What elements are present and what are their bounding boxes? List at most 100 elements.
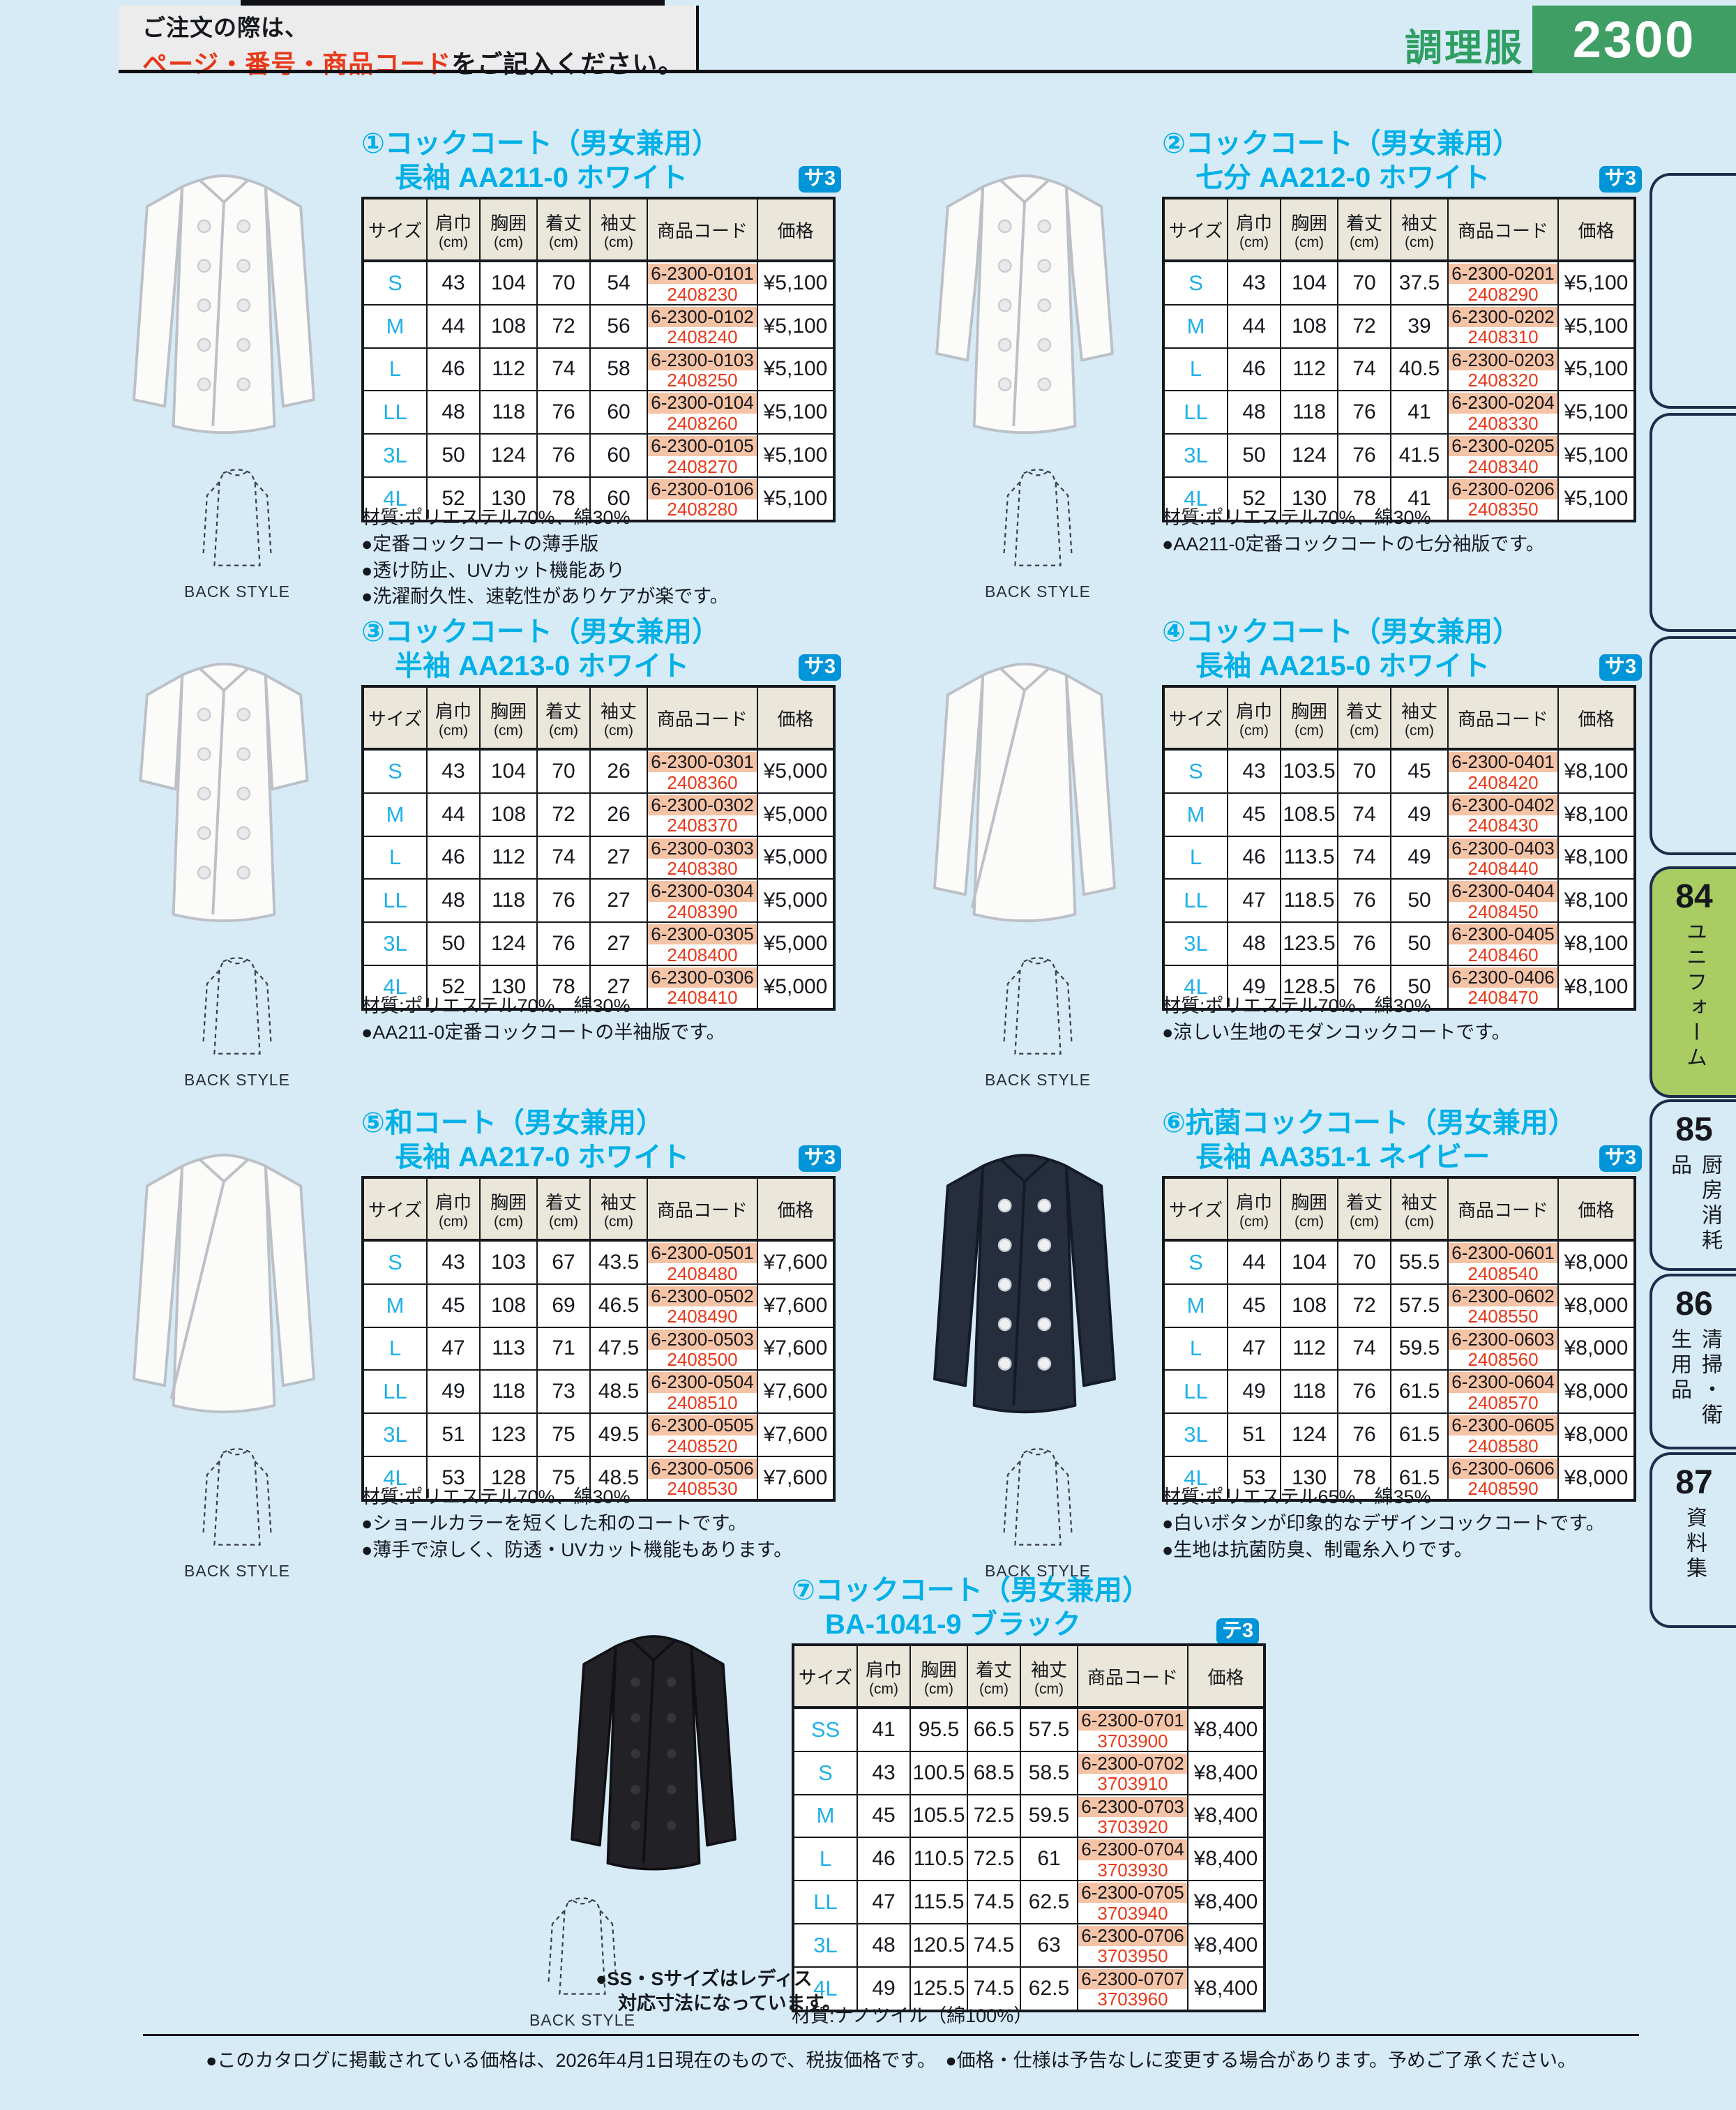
product-title-line1: ⑦コックコート（男女兼用）: [792, 1575, 1150, 1606]
sleeve-length-cell: 59.5: [1390, 1326, 1449, 1371]
shoulder-width-cell: 44: [426, 303, 481, 349]
back-style: BACK STYLE: [174, 944, 300, 1090]
item-code: 2408550: [1467, 1306, 1539, 1327]
column-header-unit: (cm): [549, 723, 578, 739]
size-row: LL 48 118 76 27 6-2300-0304 2408390 ¥5,000: [362, 878, 835, 924]
catalog-code: 6-2300-0205: [1449, 436, 1557, 457]
price-cell: ¥8,400: [1187, 1793, 1265, 1839]
shoulder-width-cell: 43: [856, 1750, 911, 1795]
table-header-row: サイズ 肩巾 (cm) 胸囲 (cm) 着丈 (cm) 袖丈 (cm) 商品コード 価格: [362, 197, 835, 262]
body-length-cell: 72.5: [967, 1793, 1021, 1839]
shoulder-width-cell: 45: [1227, 1283, 1281, 1328]
shoulder-width-cell: 45: [856, 1793, 911, 1839]
size-cell: M: [1163, 1283, 1228, 1328]
shoulder-width-cell: 43: [1227, 748, 1281, 794]
sleeve-length-cell: 26: [589, 748, 648, 794]
sleeve-length-cell: 26: [589, 792, 648, 837]
column-header-label: 肩巾: [435, 213, 471, 234]
size-row: SS 41 95.5 66.5 57.5 6-2300-0701 3703900 ¥8,400: [792, 1707, 1265, 1752]
price-cell: ¥5,000: [757, 878, 835, 924]
size-row: S 43 103.5 70 45 6-2300-0401 2408420 ¥8,100: [1163, 748, 1636, 794]
back-style-label: BACK STYLE: [985, 582, 1091, 601]
column-header-unit: (cm): [1034, 1681, 1064, 1697]
column-header-label: 価格: [1578, 220, 1615, 241]
size-row: S 43 104 70 54 6-2300-0101 2408230 ¥5,100: [362, 260, 835, 306]
column-header-label: 価格: [1578, 708, 1615, 730]
size-cell: LL: [1163, 1369, 1228, 1415]
shoulder-width-cell: 49: [856, 1966, 911, 2012]
size-row: M 45 105.5 72.5 59.5 6-2300-0703 3703920 ¥8,400: [792, 1793, 1265, 1839]
chest-cell: 124: [1280, 433, 1338, 478]
column-header-label: サイズ: [1168, 1199, 1223, 1221]
column-header-label: 価格: [777, 1199, 814, 1221]
sleeve-length-cell: 50: [1390, 878, 1449, 924]
product-code-cell: 6-2300-0704 3703930: [1077, 1837, 1188, 1882]
product-code-cell: 6-2300-0602 2408550: [1447, 1283, 1559, 1328]
size-notice-line: ●SS・Sサイズはレディス: [596, 1968, 813, 1989]
sleeve-length-cell: 62.5: [1020, 1966, 1078, 2012]
column-header: 胸囲 (cm): [1280, 1177, 1338, 1242]
price-cell: ¥5,100: [757, 476, 835, 522]
size-cell: S: [362, 748, 428, 794]
price-cell: ¥8,400: [1187, 1750, 1265, 1795]
size-spec-table: サイズ 肩巾 (cm) 胸囲 (cm) 着丈 (cm) 袖丈 (cm) 商品コード 価格 S 43 10…: [361, 1176, 836, 1502]
size-row: L 46 110.5 72.5 61 6-2300-0704 3703930 ¥8,400: [792, 1837, 1265, 1882]
material-note: 材質:ポリエステル70%、綿30%: [361, 507, 631, 528]
size-cell: LL: [792, 1880, 858, 1924]
tab-number: 86: [1675, 1286, 1713, 1322]
column-header-label: 肩巾: [1235, 701, 1272, 722]
body-length-cell: 66.5: [967, 1707, 1021, 1752]
product-code-cell: 6-2300-0204 2408330: [1447, 390, 1559, 435]
column-header-unit: (cm): [979, 1681, 1009, 1697]
catalog-code: 6-2300-0601: [1449, 1243, 1557, 1264]
size-cell: L: [362, 835, 428, 880]
size-cell: L: [1163, 347, 1228, 392]
product-title: ①コックコート（男女兼用） 長袖 AA211-0 ホワイト: [361, 127, 720, 195]
body-length-cell: 76: [536, 878, 591, 924]
item-code: 2408430: [1467, 815, 1539, 836]
chest-cell: 128.5: [1280, 964, 1338, 1010]
product-code-cell: 6-2300-0101 2408230: [647, 260, 758, 306]
shoulder-width-cell: 50: [426, 921, 481, 966]
column-header-unit: (cm): [1350, 1214, 1379, 1230]
sleeve-length-cell: 59.5: [1020, 1793, 1078, 1839]
column-header: 着丈 (cm): [1337, 1177, 1391, 1242]
column-header: 肩巾 (cm): [1227, 197, 1281, 262]
item-code: 2408510: [667, 1392, 738, 1413]
size-cell: 4L: [1163, 964, 1228, 1010]
size-cell: S: [1163, 748, 1228, 794]
catalog-code: 6-2300-0504: [648, 1372, 757, 1393]
body-length-cell: 74: [1337, 347, 1391, 392]
shoulder-width-cell: 47: [1227, 1326, 1281, 1371]
body-length-cell: 78: [536, 964, 591, 1010]
price-cell: ¥5,000: [757, 964, 835, 1010]
product-card-6: ⑥抗菌コックコート（男女兼用） 長袖 AA351-1 ネイビー サ3 サイズ 肩巾(…: [898, 1106, 1645, 1595]
price-cell: ¥5,000: [757, 921, 835, 966]
sleeve-length-cell: 61.5: [1390, 1369, 1449, 1415]
chest-cell: 118.5: [1280, 878, 1338, 924]
chest-cell: 110.5: [909, 1837, 968, 1882]
size-cell: S: [362, 1239, 428, 1285]
shoulder-width-cell: 48: [856, 1922, 911, 1968]
column-header-unit: (cm): [439, 723, 468, 739]
sleeve-length-cell: 58.5: [1020, 1750, 1078, 1795]
column-header: 価格: [1557, 686, 1636, 751]
price-cell: ¥5,100: [1557, 433, 1636, 478]
size-row: L 47 113 71 47.5 6-2300-0503 2408500 ¥7,600: [362, 1326, 835, 1371]
item-code: 3703920: [1097, 1816, 1168, 1838]
column-header: 胸囲 (cm): [1280, 197, 1338, 262]
product-code-cell: 6-2300-0304 2408390: [647, 878, 758, 924]
chest-cell: 123: [479, 1412, 538, 1457]
body-length-cell: 78: [1337, 1455, 1391, 1501]
chest-cell: 118: [479, 1369, 538, 1415]
size-cell: LL: [362, 878, 428, 924]
body-length-cell: 78: [1337, 476, 1391, 522]
column-header-label: サイズ: [368, 1199, 423, 1221]
product-code-cell: 6-2300-0303 2408380: [647, 835, 758, 880]
column-header: 着丈 (cm): [967, 1644, 1021, 1709]
size-row: LL 49 118 73 48.5 6-2300-0504 2408510 ¥7,600: [362, 1369, 835, 1415]
catalog-code: 6-2300-0304: [648, 881, 757, 902]
product-photo: [99, 130, 349, 459]
sleeve-length-cell: 27: [589, 835, 648, 880]
shoulder-width-cell: 48: [426, 878, 481, 924]
